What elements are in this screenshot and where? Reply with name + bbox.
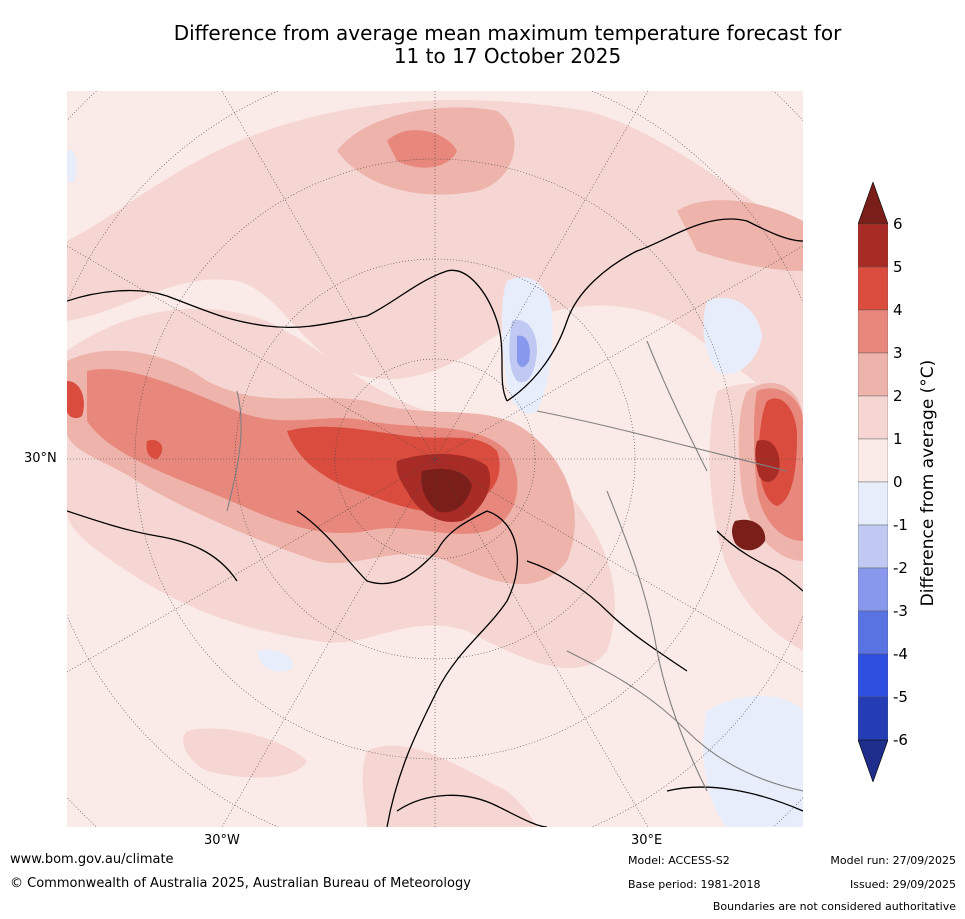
colorbar-tick-label: -4 xyxy=(893,645,908,663)
colorbar-tick-label: 2 xyxy=(893,387,903,405)
anomaly-4-5-region xyxy=(67,381,84,419)
issued-text: Issued: 29/09/2025 xyxy=(849,878,956,891)
colorbar-tick-label: -1 xyxy=(893,516,908,534)
anomaly-negative-region xyxy=(257,649,293,672)
latitude-label-30n: 30°N xyxy=(24,451,57,466)
colorbar-over-arrow xyxy=(858,182,888,225)
website-link[interactable]: www.bom.gov.au/climate xyxy=(10,852,174,867)
anomaly-negative-region xyxy=(703,696,803,827)
anomaly-above-6-region xyxy=(732,519,766,551)
colorbar-tick-label: 6 xyxy=(893,215,903,233)
anomaly-5-6-region xyxy=(755,440,780,483)
colorbar-tick-label: 1 xyxy=(893,430,903,448)
colorbar-segment xyxy=(858,610,888,655)
colorbar-segment xyxy=(858,696,888,741)
colorbar-segment xyxy=(858,266,888,311)
colorbar-segment xyxy=(858,395,888,440)
longitude-label-30e: 30°E xyxy=(631,833,663,848)
country-borders xyxy=(226,340,803,792)
anomaly-3-4-region xyxy=(387,130,457,168)
anomaly-negative-region xyxy=(67,150,77,184)
chart-title: Difference from average mean maximum tem… xyxy=(60,22,955,68)
copyright-text: © Commonwealth of Australia 2025, Austra… xyxy=(10,876,471,891)
colorbar-tick-label: -6 xyxy=(893,731,908,749)
anomaly-negative-region xyxy=(703,297,762,375)
colorbar-tick-label: 5 xyxy=(893,258,903,276)
colorbar-segment xyxy=(858,352,888,397)
colorbar-tick-label: -5 xyxy=(893,688,908,706)
colorbar-tick-label: -3 xyxy=(893,602,908,620)
model-run-text: Model run: 27/09/2025 xyxy=(830,854,956,867)
colorbar-tick-label: 4 xyxy=(893,301,903,319)
colorbar-label: Difference from average (°C) xyxy=(918,359,938,607)
anomaly-1-2-region xyxy=(183,728,307,778)
anomaly-2-3-region xyxy=(677,200,803,271)
colorbar-segment xyxy=(858,481,888,526)
colorbar-segment xyxy=(858,309,888,354)
anomaly-1-2-region xyxy=(67,100,803,421)
colorbar-tick-label: 0 xyxy=(893,473,903,491)
colorbar-segment xyxy=(858,653,888,698)
disclaimer-text: Boundaries are not considered authoritat… xyxy=(712,900,956,913)
colorbar-segment xyxy=(858,223,888,268)
colorbar-segment xyxy=(858,438,888,483)
title-line-1: Difference from average mean maximum tem… xyxy=(173,21,842,45)
graticule xyxy=(67,91,803,827)
anomaly-4-5-region xyxy=(146,440,163,459)
anomaly-1-2-region xyxy=(362,745,537,827)
coastlines xyxy=(67,218,803,827)
title-line-2: 11 to 17 October 2025 xyxy=(393,44,622,68)
colorbar xyxy=(858,182,888,782)
colorbar-segment xyxy=(858,524,888,569)
colorbar-under-arrow xyxy=(858,739,888,782)
colorbar-segment xyxy=(858,567,888,612)
base-period-text: Base period: 1981-2018 xyxy=(628,878,761,891)
temperature-anomaly-map xyxy=(67,91,803,827)
anomaly-negative-region xyxy=(517,335,530,367)
model-text: Model: ACCESS-S2 xyxy=(628,854,730,867)
colorbar-tick-label: 3 xyxy=(893,344,903,362)
colorbar-tick-label: -2 xyxy=(893,559,908,577)
longitude-label-30w: 30°W xyxy=(204,833,240,848)
